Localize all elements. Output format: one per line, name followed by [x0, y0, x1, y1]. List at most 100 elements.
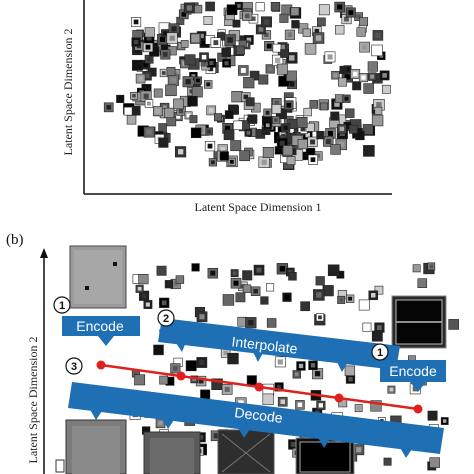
latent-thumbnail	[276, 63, 288, 75]
latent-thumbnail-detail	[283, 125, 288, 130]
latent-thumbnail-detail	[144, 73, 150, 78]
latent-thumbnail-detail	[106, 105, 111, 110]
latent-thumbnail	[219, 151, 229, 161]
latent-thumbnail-detail	[356, 447, 362, 453]
latent-thumbnail	[330, 144, 341, 155]
panel-b-y-axis-label: Latent Space Dimension 2	[26, 337, 40, 464]
latent-thumbnail	[224, 110, 234, 119]
latent-thumbnail-detail	[196, 78, 200, 83]
panel-a: Latent Space Dimension 1 Latent Space Di…	[61, 0, 392, 214]
latent-thumbnail	[262, 147, 274, 159]
latent-thumbnail-detail	[274, 118, 278, 122]
latent-thumbnail-detail	[162, 105, 167, 110]
latent-thumbnail-detail	[344, 96, 349, 101]
encode-left-label: Encode	[76, 318, 124, 334]
latent-thumbnail-detail	[344, 16, 349, 22]
latent-thumbnail-detail	[277, 384, 282, 389]
latent-thumbnail-detail	[274, 100, 279, 105]
latent-thumbnail-detail	[310, 363, 316, 368]
latent-thumbnail	[175, 275, 185, 284]
latent-thumbnail-detail	[310, 139, 315, 145]
latent-thumbnail-detail	[160, 36, 166, 42]
latent-thumbnail-detail	[261, 159, 267, 165]
latent-thumbnail	[242, 284, 252, 293]
latent-thumbnail-detail	[266, 43, 272, 49]
latent-thumbnail	[334, 94, 344, 103]
interpolation-point	[176, 371, 186, 381]
latent-thumbnail	[173, 98, 184, 110]
latent-thumbnail-detail	[318, 403, 323, 408]
latent-thumbnail-detail	[207, 129, 211, 134]
latent-thumbnail	[190, 127, 202, 139]
latent-thumbnail	[231, 91, 243, 103]
latent-thumbnail-detail	[202, 392, 208, 397]
latent-thumbnail-detail	[263, 19, 270, 25]
latent-thumbnail-detail	[133, 19, 139, 25]
latent-thumbnail-detail	[327, 130, 333, 136]
latent-thumbnail-detail	[284, 295, 290, 300]
latent-thumbnail-detail	[268, 66, 273, 72]
latent-thumbnail-detail	[275, 57, 281, 63]
latent-thumbnail	[304, 43, 317, 55]
latent-thumbnail-detail	[337, 4, 343, 10]
latent-thumbnail-detail	[316, 292, 322, 298]
latent-thumbnail-detail	[163, 31, 168, 36]
panel-a-thumbnail-cloud	[103, 1, 391, 170]
latent-thumbnail-detail	[178, 109, 184, 114]
latent-thumbnail	[144, 27, 155, 38]
latent-thumbnail-detail	[233, 280, 239, 286]
latent-thumbnail-detail	[173, 366, 178, 371]
latent-thumbnail	[367, 61, 378, 72]
latent-thumbnail-detail	[265, 123, 270, 128]
latent-thumbnail-detail	[429, 264, 434, 269]
latent-thumbnail-detail	[158, 421, 163, 426]
latent-thumbnail-detail	[170, 77, 176, 83]
decode-arrow: Decode	[68, 382, 444, 458]
latent-thumbnail	[130, 105, 141, 116]
latent-thumbnail-detail	[286, 103, 291, 108]
latent-thumbnail-detail	[224, 61, 229, 66]
step-badge-decode: 3	[65, 357, 83, 375]
latent-thumbnail-detail	[209, 60, 214, 66]
latent-thumbnail-detail	[145, 44, 151, 50]
latent-thumbnail	[153, 344, 164, 356]
latent-thumbnail-detail	[348, 296, 352, 301]
latent-thumbnail	[291, 20, 300, 29]
latent-thumbnail	[370, 400, 382, 412]
latent-thumbnail-detail	[161, 300, 167, 306]
latent-thumbnail	[448, 319, 460, 330]
latent-thumbnail	[262, 393, 274, 405]
latent-thumbnail-detail	[237, 4, 241, 8]
latent-thumbnail	[344, 365, 356, 376]
latent-thumbnail	[243, 77, 255, 89]
latent-thumbnail	[337, 77, 347, 87]
latent-thumbnail-detail	[289, 55, 295, 61]
latent-thumbnail-detail	[185, 79, 191, 85]
latent-thumbnail	[286, 156, 296, 165]
latent-thumbnail	[116, 94, 125, 103]
encode-arrow-left: Encode	[62, 316, 140, 346]
latent-thumbnail-detail	[290, 442, 296, 447]
latent-thumbnail-detail	[253, 105, 259, 110]
svg-text:2: 2	[163, 313, 169, 325]
latent-thumbnail-detail	[240, 68, 246, 73]
latent-thumbnail-detail	[138, 76, 143, 81]
latent-thumbnail-detail	[147, 57, 152, 62]
latent-thumbnail-detail	[207, 143, 213, 149]
latent-thumbnail-detail	[273, 4, 278, 9]
latent-thumbnail	[180, 40, 189, 48]
latent-thumbnail-detail	[258, 27, 264, 32]
latent-thumbnail-detail	[171, 26, 177, 32]
latent-thumbnail	[265, 283, 275, 292]
latent-thumbnail	[371, 44, 383, 57]
latent-thumbnail	[232, 19, 241, 28]
latent-thumbnail	[272, 43, 282, 53]
latent-thumbnail	[381, 84, 391, 94]
latent-thumbnail-detail	[134, 62, 140, 68]
latent-thumbnail-detail	[375, 32, 381, 38]
latent-thumbnail-detail	[277, 359, 283, 365]
panel-a-y-axis-label: Latent Space Dimension 2	[61, 29, 75, 156]
latent-thumbnail-detail	[141, 293, 147, 299]
latent-thumbnail-detail	[191, 74, 196, 79]
latent-thumbnail-detail	[219, 55, 224, 60]
